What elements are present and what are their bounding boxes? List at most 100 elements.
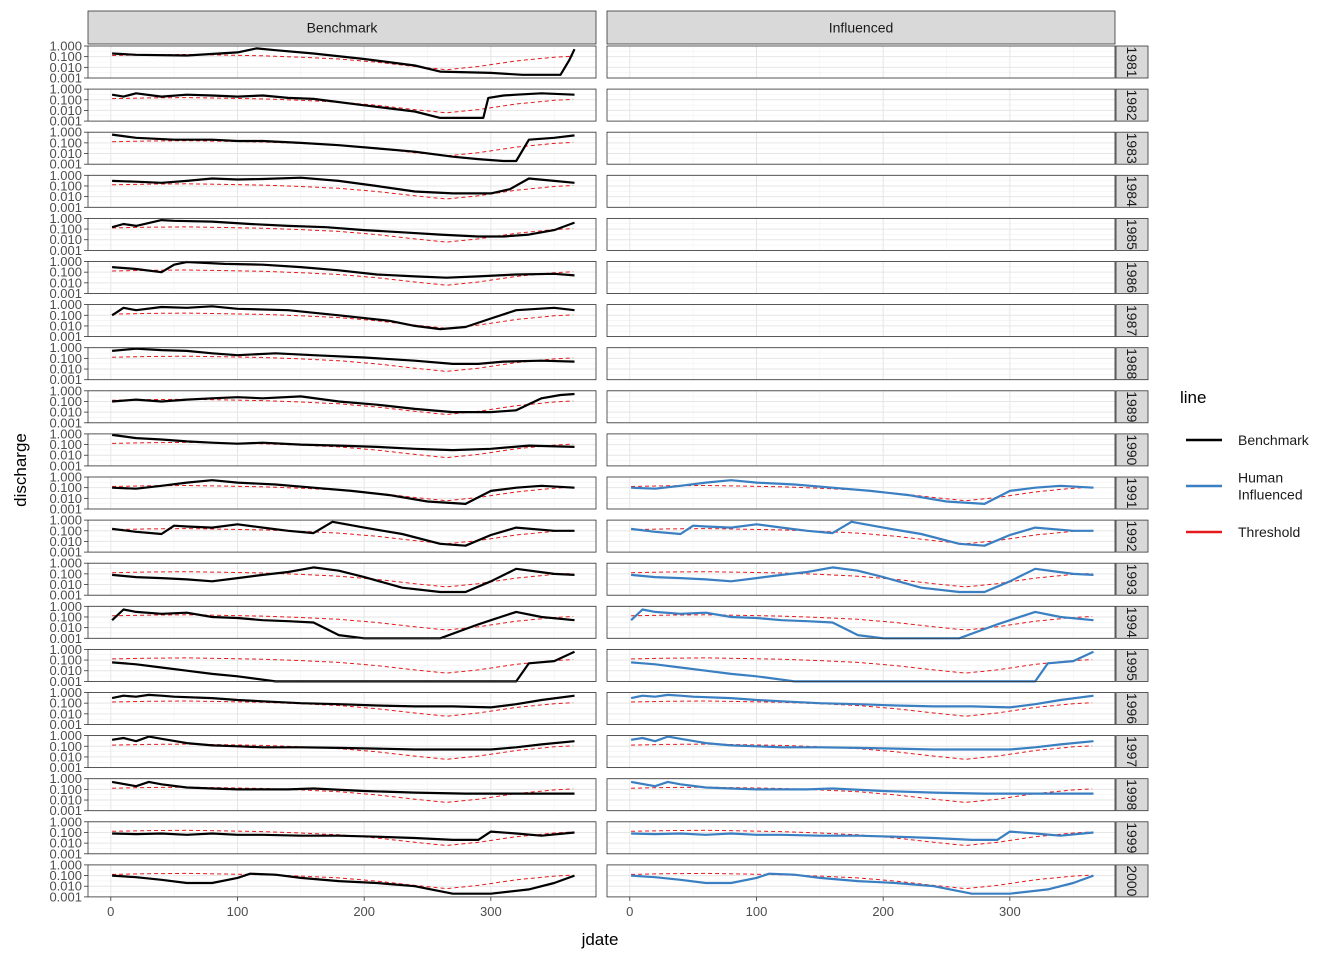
- panel-border: [606, 821, 1116, 855]
- benchmark-line: [111, 735, 575, 751]
- y-tick-label: 0.010: [49, 577, 82, 592]
- row-strip: [1115, 821, 1149, 855]
- threshold-line: [631, 657, 1093, 674]
- threshold-line: [112, 355, 574, 372]
- facet-panel: [606, 476, 1116, 510]
- threshold-line: [112, 700, 574, 717]
- panel-border: [87, 605, 597, 639]
- benchmark-line: [111, 433, 575, 452]
- y-tick-label: 0.001: [49, 889, 82, 904]
- panel-border: [606, 476, 1116, 510]
- panel-border: [606, 347, 1116, 381]
- y-tick-label: 0.001: [49, 286, 82, 301]
- row-strip: [1115, 778, 1149, 812]
- column-strip: [606, 10, 1116, 45]
- row-strip-label: 1990: [1124, 434, 1140, 465]
- y-tick-label: 1.000: [49, 297, 82, 312]
- benchmark-line: [112, 392, 575, 414]
- y-tick-label: 1.000: [49, 556, 82, 571]
- benchmark-line: [111, 780, 575, 795]
- x-tick-label: 300: [999, 904, 1021, 919]
- y-tick-label: 0.010: [49, 706, 82, 721]
- row-strip: [1115, 347, 1149, 381]
- x-axis-label: jdate: [581, 930, 619, 949]
- y-tick-label: 1.000: [49, 642, 82, 657]
- facet-panel: [87, 390, 597, 424]
- row-strip-label: 1986: [1124, 262, 1140, 293]
- threshold-line: [631, 743, 1093, 760]
- legend: line Benchmark Human Influenced Threshold: [1180, 388, 1310, 540]
- legend-label: Benchmark: [1238, 432, 1310, 448]
- row-strip: [1115, 390, 1149, 424]
- panel-border: [87, 390, 597, 424]
- row-strip: [1115, 45, 1149, 79]
- axes: jdate discharge 0.0010.0100.1001.0000.00…: [11, 39, 1021, 950]
- threshold-line: [631, 528, 1093, 545]
- panel-border: [87, 433, 597, 467]
- row-strip: [1115, 174, 1149, 208]
- row-strip-label: 1988: [1124, 348, 1140, 379]
- row-strip-label: 1994: [1124, 607, 1140, 638]
- y-axis-label: discharge: [11, 433, 30, 507]
- y-tick-label: 0.100: [49, 696, 82, 711]
- facet-panel: [87, 562, 597, 596]
- panel-border: [87, 131, 597, 165]
- benchmark-line: [112, 872, 575, 895]
- panel-border: [87, 519, 597, 553]
- benchmark-line: [111, 566, 575, 594]
- panel-border: [606, 519, 1116, 553]
- y-tick-label: 1.000: [49, 513, 82, 528]
- x-tick-label: 0: [107, 904, 114, 919]
- benchmark-line: [111, 693, 575, 709]
- panel-border: [87, 649, 597, 682]
- threshold-line: [112, 269, 574, 286]
- facet-panel: [606, 864, 1116, 898]
- x-tick-label: 200: [872, 904, 894, 919]
- panel-border: [606, 735, 1116, 768]
- y-tick-label: 0.010: [49, 663, 82, 678]
- y-tick-label: 0.100: [49, 480, 82, 495]
- row-strip: [1115, 433, 1149, 467]
- y-tick-label: 1.000: [49, 599, 82, 614]
- y-tick-label: 0.010: [49, 534, 82, 549]
- threshold-line: [112, 53, 574, 71]
- row-strip-label: 1982: [1124, 90, 1140, 121]
- facet-panel: [87, 131, 597, 165]
- facet-panel: [87, 605, 597, 640]
- row-strip: [1115, 88, 1149, 122]
- facet-panel: [87, 476, 597, 510]
- column-strips: Benchmark Influenced: [87, 10, 1116, 45]
- benchmark-line: [111, 608, 575, 640]
- threshold-line: [631, 786, 1093, 803]
- y-tick-label: 0.100: [49, 653, 82, 668]
- panel-border: [87, 304, 597, 338]
- y-tick-label: 0.100: [49, 351, 82, 366]
- threshold-line: [112, 657, 574, 674]
- influenced-line: [630, 780, 1094, 795]
- row-strip: [1115, 605, 1149, 639]
- y-tick-label: 0.001: [49, 502, 82, 517]
- y-tick-label: 0.100: [49, 308, 82, 323]
- y-tick-label: 0.100: [49, 566, 82, 581]
- threshold-line: [112, 183, 574, 200]
- row-strip: [1115, 649, 1149, 682]
- row-strip-label: 1997: [1124, 736, 1140, 767]
- y-tick-label: 0.100: [49, 394, 82, 409]
- row-strip: [1115, 735, 1149, 768]
- row-strip: [1115, 864, 1149, 898]
- panel-border: [87, 821, 597, 855]
- legend-label: Human Influenced: [1238, 470, 1303, 503]
- facet-panel: [606, 261, 1116, 294]
- y-tick-label: 0.010: [49, 448, 82, 463]
- facet-panel: [87, 864, 597, 898]
- facet-panel: [606, 692, 1116, 725]
- panel-border: [87, 347, 597, 381]
- influenced-line: [630, 520, 1094, 547]
- y-tick-label: 0.010: [49, 146, 82, 161]
- threshold-line: [112, 614, 574, 631]
- y-tick-label: 0.001: [49, 545, 82, 560]
- row-strip-label: 1992: [1124, 521, 1140, 552]
- threshold-line: [112, 743, 574, 760]
- benchmark-line: [112, 260, 575, 279]
